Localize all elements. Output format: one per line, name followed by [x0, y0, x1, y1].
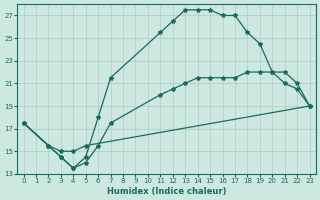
X-axis label: Humidex (Indice chaleur): Humidex (Indice chaleur): [107, 187, 226, 196]
